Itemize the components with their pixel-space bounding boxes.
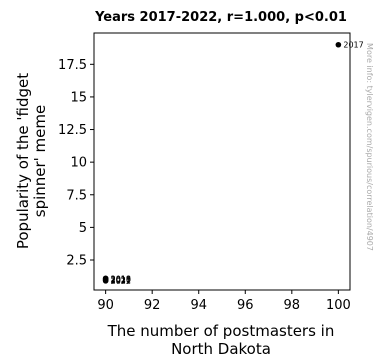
data-point-label-2021: 2021 (111, 276, 131, 285)
y-axis-label-line-1: Popularity of the 'fidget (14, 73, 32, 249)
x-tick-label: 96 (237, 298, 254, 313)
y-tick-label: 2.5 (66, 253, 87, 268)
x-tick-label: 92 (144, 298, 161, 313)
y-axis-label-line-2: spinner' meme (31, 105, 49, 218)
y-axis: 2.5 5 7.5 10 12.5 15 17.5 (58, 58, 94, 268)
x-tick-label: 94 (190, 298, 207, 313)
data-point-label-2018: 2018 (111, 274, 131, 283)
x-tick-label: 100 (326, 298, 351, 313)
data-point-2017 (335, 41, 342, 48)
data-point-label-2020: 2020 (111, 276, 131, 285)
plot-frame (93, 32, 351, 291)
y-tick-label: 10 (70, 156, 87, 171)
data-point-2022 (102, 278, 109, 284)
x-axis: 90 92 94 96 98 100 (97, 290, 351, 313)
x-tick-label: 90 (97, 298, 114, 313)
y-tick-label: 7.5 (66, 188, 87, 203)
x-tick-label: 98 (284, 298, 301, 313)
chart-title: Years 2017-2022, r=1.000, p<0.01 (94, 10, 347, 25)
y-tick-label: 12.5 (58, 123, 87, 138)
data-point-label-2019: 2019 (111, 275, 131, 284)
y-tick-label: 15 (70, 90, 87, 105)
watermark-text: More info: tylervigen.com/spurious/corre… (365, 43, 373, 251)
x-axis-label-line-1: The number of postmasters in (107, 322, 335, 340)
x-axis-label-line-2: North Dakota (171, 340, 271, 358)
data-point-label-2017: 2017 (343, 41, 363, 50)
data-point-label-2022: 2022 (111, 277, 131, 286)
y-tick-label: 5 (79, 221, 87, 236)
y-tick-label: 17.5 (58, 58, 87, 73)
